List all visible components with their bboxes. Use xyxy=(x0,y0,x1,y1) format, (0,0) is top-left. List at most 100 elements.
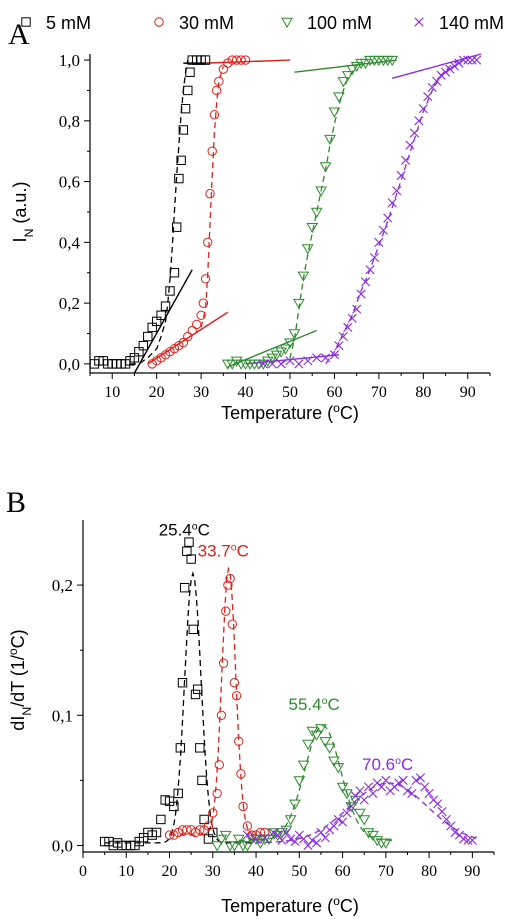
data-point xyxy=(356,289,366,299)
data-point xyxy=(277,835,287,845)
legend-label: 30 mM xyxy=(179,13,234,33)
data-point xyxy=(214,76,224,87)
data-point xyxy=(254,838,267,849)
x-tick-label: 90 xyxy=(460,384,476,401)
data-point xyxy=(320,353,331,363)
fit-curve xyxy=(169,566,277,836)
data-point xyxy=(337,817,348,827)
data-point xyxy=(229,678,240,688)
data-point xyxy=(376,782,387,792)
data-point xyxy=(173,788,183,799)
data-point xyxy=(334,341,344,351)
data-point xyxy=(394,778,404,788)
data-point xyxy=(301,244,314,255)
data-point xyxy=(289,799,301,810)
series-30-mm xyxy=(147,55,251,369)
data-point xyxy=(169,268,180,278)
data-point xyxy=(230,356,243,367)
data-point xyxy=(355,786,365,796)
data-point xyxy=(337,77,350,88)
data-point xyxy=(221,606,231,616)
legend-marker xyxy=(414,17,424,27)
data-point xyxy=(216,710,227,720)
data-point xyxy=(362,828,375,839)
y-tick-label: 1,0 xyxy=(59,51,80,70)
data-point xyxy=(338,331,348,342)
data-point xyxy=(450,827,460,838)
data-point xyxy=(242,821,253,831)
data-point xyxy=(183,85,193,96)
series-140-mm xyxy=(258,55,482,369)
data-point xyxy=(307,835,317,845)
data-point xyxy=(203,237,213,248)
fit-curve xyxy=(104,571,256,844)
data-point xyxy=(463,55,473,65)
data-point xyxy=(186,554,196,564)
data-point xyxy=(281,827,291,838)
data-point xyxy=(174,173,184,184)
data-point xyxy=(310,207,323,218)
data-point xyxy=(214,760,224,770)
data-point xyxy=(165,286,175,296)
data-point xyxy=(232,834,245,845)
data-point xyxy=(396,170,406,181)
fit-curve xyxy=(130,59,189,365)
data-point xyxy=(218,64,229,74)
data-point xyxy=(392,186,402,196)
data-point xyxy=(358,815,371,826)
data-point xyxy=(198,298,209,308)
data-point xyxy=(329,821,339,831)
data-point xyxy=(472,55,482,65)
data-point xyxy=(467,835,477,845)
data-point xyxy=(328,107,341,118)
data-point xyxy=(171,222,182,232)
x-tick-label: 50 xyxy=(282,384,298,401)
data-point xyxy=(227,619,237,629)
data-point xyxy=(225,573,235,584)
y-axis-label: dIN/dT (1/oC) xyxy=(6,629,34,730)
data-point xyxy=(143,331,153,342)
data-point xyxy=(378,225,388,235)
panel-b-axes xyxy=(82,520,494,853)
data-point xyxy=(402,786,413,796)
data-point xyxy=(315,724,327,735)
data-point xyxy=(363,782,374,792)
data-point xyxy=(180,103,191,114)
data-point xyxy=(302,739,314,750)
data-point xyxy=(336,782,349,793)
data-point xyxy=(175,743,186,753)
tangent-line xyxy=(147,311,229,365)
series-5-mm xyxy=(99,537,218,851)
data-point xyxy=(297,271,310,282)
y-tick-label: 0,0 xyxy=(59,355,80,374)
data-point xyxy=(178,337,189,348)
data-point xyxy=(197,775,207,786)
data-point xyxy=(207,146,217,156)
data-point xyxy=(333,92,345,103)
data-point xyxy=(179,583,190,593)
tangent-line xyxy=(227,329,317,368)
data-point xyxy=(405,140,415,150)
data-point xyxy=(299,834,309,844)
data-point xyxy=(183,331,193,342)
legend-label: 100 mM xyxy=(307,13,372,33)
y-tick-label: 0,1 xyxy=(52,706,73,725)
data-point xyxy=(360,277,371,287)
legend-label: 5 mM xyxy=(46,13,91,33)
data-point xyxy=(359,58,372,70)
data-point xyxy=(332,763,345,774)
data-point xyxy=(441,814,451,825)
x-tick-label: 60 xyxy=(326,384,342,401)
data-point xyxy=(449,61,460,71)
data-point xyxy=(200,274,211,284)
series-140-mm xyxy=(242,773,477,851)
x-tick-label: 50 xyxy=(291,863,307,880)
data-point xyxy=(203,821,214,831)
data-point xyxy=(200,55,211,65)
data-point xyxy=(191,319,202,330)
data-point xyxy=(346,64,359,76)
data-point xyxy=(306,222,319,234)
data-point xyxy=(319,162,332,173)
series-5-mm xyxy=(89,55,211,369)
data-point xyxy=(324,134,336,146)
